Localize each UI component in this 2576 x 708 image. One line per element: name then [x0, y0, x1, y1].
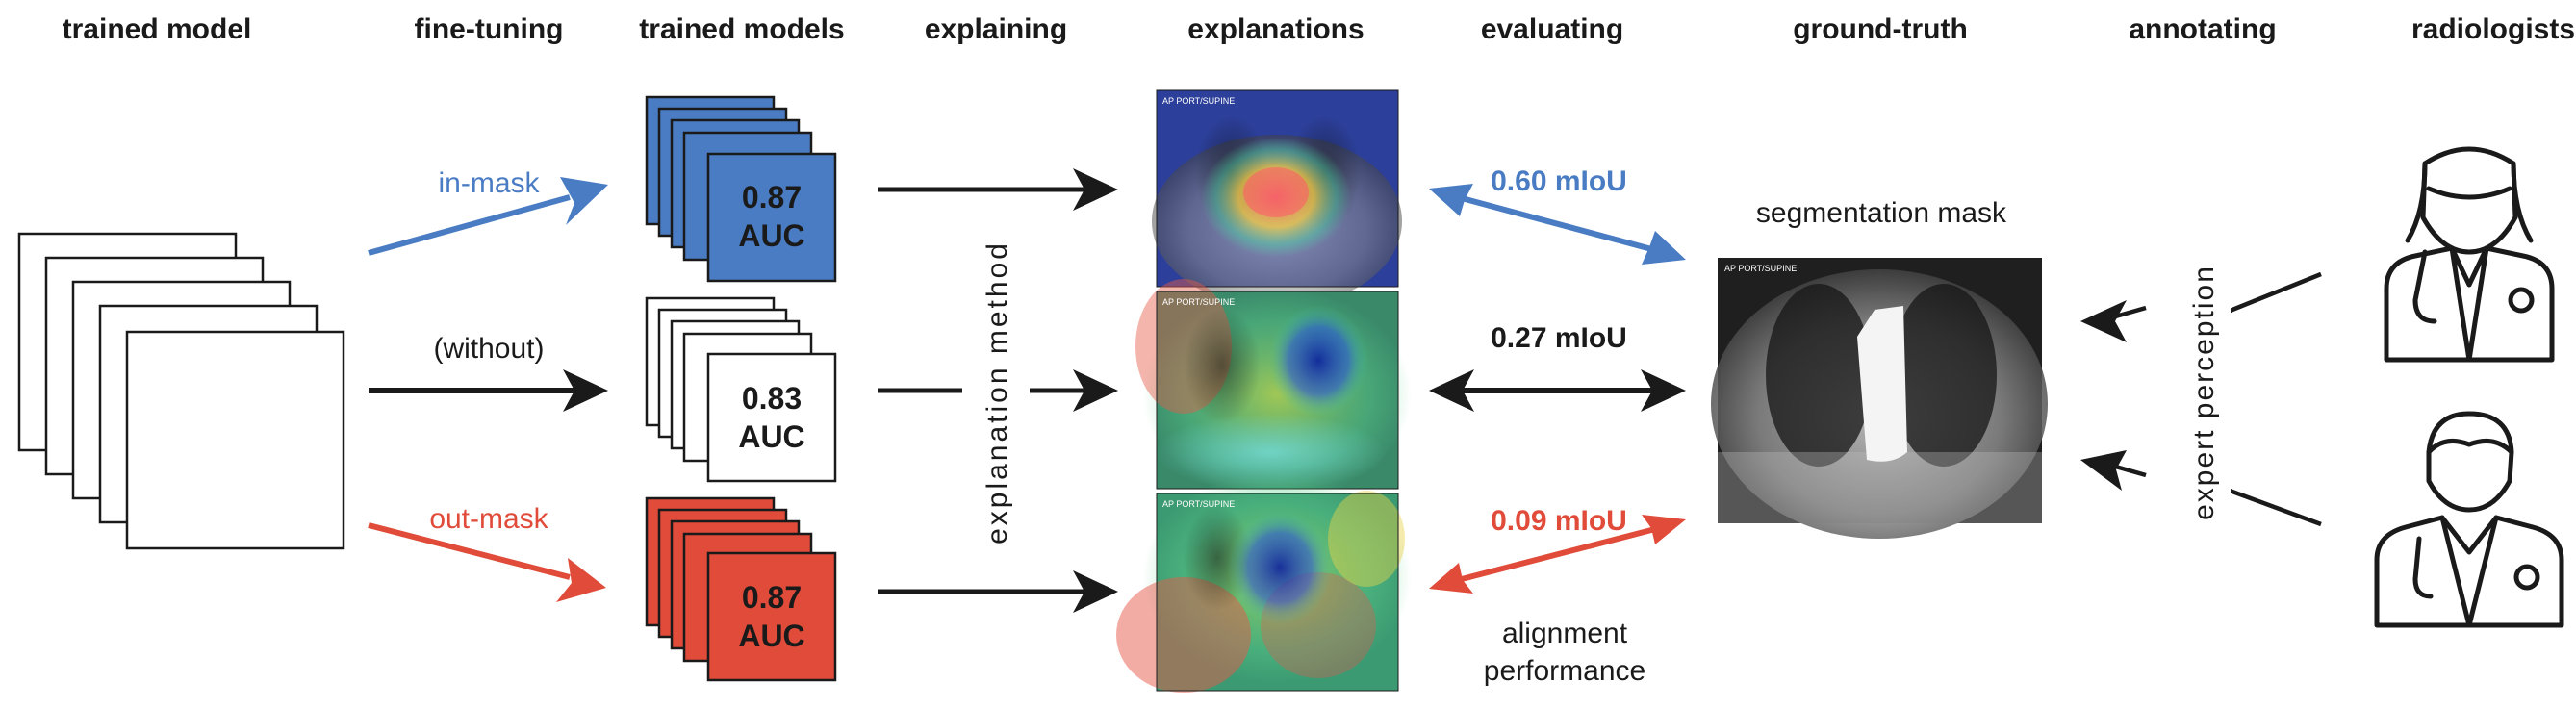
arrow-explain-middle — [878, 369, 1118, 412]
xray-header-text: AP PORT/SUPINE — [1162, 499, 1235, 509]
header-annotating: annotating — [2129, 13, 2276, 45]
label-explanation-method: explanation method — [982, 240, 1013, 544]
header-explanations: explanations — [1187, 13, 1364, 45]
arrow-out-mask — [368, 522, 606, 602]
label-alignment: alignment — [1502, 618, 1628, 649]
model-stack-in-mask — [645, 95, 837, 283]
xray-header-text: AP PORT/SUPINE — [1162, 297, 1235, 307]
eval-arrow-out-mask — [1429, 515, 1686, 594]
xray-header-text: AP PORT/SUPINE — [1162, 96, 1235, 106]
header-radiologists: radiologists — [2411, 13, 2575, 45]
auc-value-without: 0.83 — [742, 381, 802, 416]
label-without: (without) — [433, 333, 544, 365]
eval-arrow-in-mask — [1429, 184, 1686, 265]
segmentation-xray: AP PORT/SUPINE — [1711, 258, 2048, 539]
eval-arrow-without — [1429, 369, 1686, 412]
annotate-segments — [2111, 305, 2147, 478]
auc-label-in-mask: AUC — [738, 218, 804, 253]
arrow-in-mask — [368, 177, 608, 256]
header-fine-tuning: fine-tuning — [415, 13, 564, 45]
header-ground-truth: ground-truth — [1793, 13, 1968, 45]
miou-without: 0.27 mIoU — [1491, 322, 1627, 354]
female-doctor-icon — [2384, 146, 2555, 363]
arrow-explain-top — [878, 168, 1118, 211]
heatmap-without: AP PORT/SUPINE — [1135, 279, 1412, 500]
header-trained-models: trained models — [639, 13, 844, 45]
header-evaluating: evaluating — [1481, 13, 1623, 45]
label-backdrop — [2177, 221, 2231, 568]
auc-value-out-mask: 0.87 — [742, 580, 802, 615]
auc-label-out-mask: AUC — [738, 619, 804, 653]
xray-header-text: AP PORT/SUPINE — [1724, 264, 1797, 273]
auc-value-in-mask: 0.87 — [742, 180, 802, 215]
label-performance: performance — [1484, 655, 1645, 687]
male-doctor-icon — [2374, 411, 2564, 628]
label-expert-perception: expert perception — [2188, 265, 2220, 520]
arrow-explain-bottom — [878, 570, 1118, 613]
miou-out-mask: 0.09 mIoU — [1491, 505, 1627, 537]
label-backdrop — [970, 212, 1024, 577]
heatmap-out-mask: AP PORT/SUPINE — [1116, 471, 1412, 693]
header-trained-model: trained model — [63, 13, 252, 45]
model-stack-out-mask — [645, 496, 837, 682]
trained-model-stack — [17, 232, 345, 550]
auc-label-without: AUC — [738, 419, 804, 454]
label-in-mask: in-mask — [438, 167, 540, 199]
arrow-without — [369, 369, 608, 412]
model-stack-without — [645, 296, 837, 483]
miou-in-mask: 0.60 mIoU — [1491, 165, 1627, 197]
label-out-mask: out-mask — [429, 503, 548, 535]
segmentation-region — [1857, 306, 1907, 462]
header-explaining: explaining — [925, 13, 1067, 45]
label-segmentation-mask: segmentation mask — [1756, 197, 2007, 229]
heatmap-in-mask: AP PORT/SUPINE — [1152, 89, 1402, 308]
